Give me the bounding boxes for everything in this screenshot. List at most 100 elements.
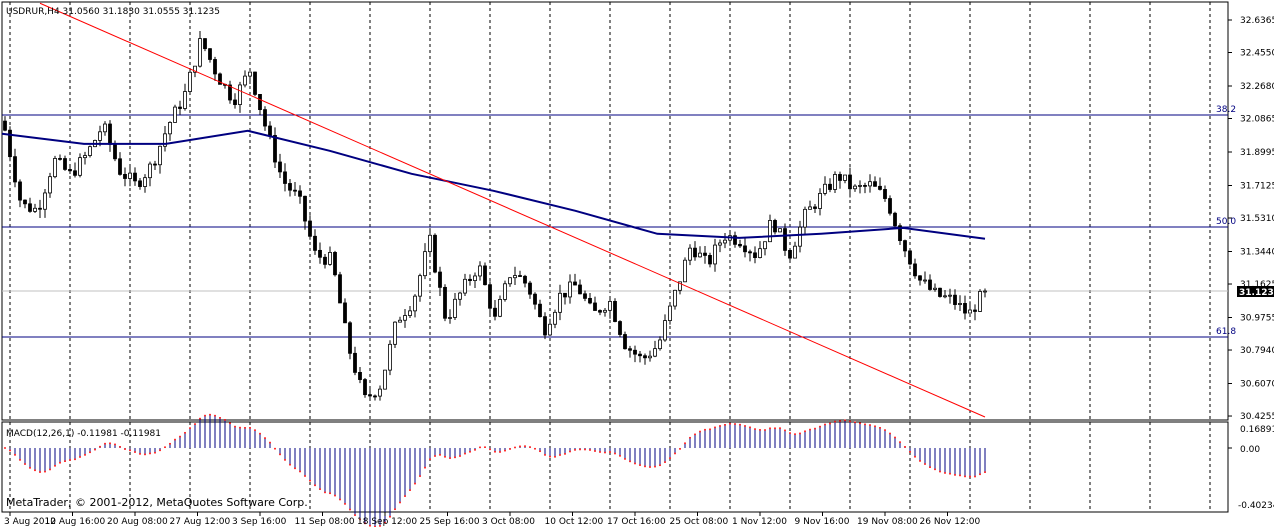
bullish-candle: [553, 311, 557, 325]
bullish-candle: [243, 75, 247, 86]
macd-signal-point: [19, 459, 21, 461]
bearish-candle: [228, 84, 232, 101]
bearish-candle: [468, 278, 472, 282]
bearish-candle: [623, 334, 627, 350]
macd-signal-point: [184, 431, 186, 434]
macd-signal-point: [104, 442, 106, 445]
macd-signal-point: [89, 451, 91, 454]
bullish-candle: [868, 181, 872, 187]
bearish-candle: [123, 173, 127, 179]
bearish-candle: [438, 271, 442, 288]
bullish-candle: [158, 145, 162, 166]
macd-signal-point: [774, 427, 776, 430]
bullish-candle: [378, 388, 382, 397]
time-tick-label: 26 Nov 12:00: [920, 517, 981, 527]
bullish-candle: [718, 242, 722, 246]
macd-signal-point: [694, 433, 696, 436]
macd-signal-point: [344, 503, 346, 505]
bullish-candle: [128, 172, 132, 179]
macd-signal-point: [244, 427, 246, 429]
macd-signal-point: [824, 423, 826, 426]
bullish-candle: [148, 163, 152, 179]
bearish-candle: [333, 252, 337, 276]
fib-level-label: 38.2: [1216, 105, 1236, 115]
bearish-candle: [443, 286, 447, 319]
macd-signal-point: [204, 414, 206, 417]
macd-signal-point: [844, 419, 846, 422]
macd-signal-point: [84, 454, 86, 456]
macd-signal-point: [109, 442, 111, 445]
macd-signal-point: [829, 422, 831, 425]
macd-signal-point: [574, 449, 576, 451]
bullish-candle: [933, 287, 937, 290]
macd-signal-point: [659, 464, 661, 467]
bearish-candle: [28, 203, 32, 212]
macd-signal-point: [274, 447, 276, 450]
bearish-candle: [138, 180, 142, 187]
price-tick-label: 31.7125: [1240, 182, 1274, 192]
bullish-candle: [423, 251, 427, 277]
macd-signal-point: [74, 458, 76, 461]
macd-signal-point: [234, 425, 236, 428]
macd-signal-point: [464, 452, 466, 455]
time-tick-label: 25 Sep 16:00: [420, 517, 480, 527]
bearish-candle: [273, 135, 277, 163]
trendline[interactable]: [39, 2, 986, 418]
bearish-candle: [708, 255, 712, 265]
macd-signal-point: [224, 419, 226, 421]
macd-signal-point: [474, 449, 476, 451]
bullish-candle: [648, 355, 652, 359]
bearish-candle: [783, 228, 787, 251]
bearish-candle: [963, 303, 967, 314]
bullish-candle: [393, 321, 397, 345]
bearish-candle: [613, 301, 617, 322]
macd-signal-point: [229, 422, 231, 425]
macd-signal-point: [489, 448, 491, 451]
macd-signal-point: [214, 414, 216, 417]
macd-signal-point: [674, 452, 676, 455]
macd-signal-point: [139, 453, 141, 455]
bullish-candle: [388, 343, 392, 371]
bullish-candle: [548, 323, 552, 336]
bearish-candle: [208, 48, 212, 60]
bearish-candle: [293, 189, 297, 192]
bullish-candle: [513, 275, 517, 279]
bullish-candle: [658, 339, 662, 350]
macd-signal-point: [894, 436, 896, 439]
current-price-marker: [1237, 286, 1274, 298]
bearish-candle: [493, 307, 497, 317]
bearish-candle: [913, 263, 917, 277]
macd-signal-point: [869, 424, 871, 426]
macd-signal-point: [124, 448, 126, 450]
bearish-candle: [538, 303, 542, 318]
macd-signal-point: [544, 454, 546, 456]
main-chart-frame: [1, 1, 1229, 421]
bearish-candle: [63, 158, 67, 170]
bearish-candle: [233, 99, 237, 105]
macd-signal-point: [119, 446, 121, 448]
price-tick-label: 30.9755: [1240, 314, 1274, 324]
bullish-candle: [678, 281, 682, 291]
bearish-candle: [588, 297, 592, 304]
macd-signal-point: [219, 417, 221, 419]
time-tick-label: 10 Oct 12:00: [545, 517, 604, 527]
macd-signal-point: [569, 450, 571, 453]
bullish-candle: [793, 245, 797, 259]
macd-signal-point: [739, 423, 741, 426]
bearish-candle: [583, 293, 587, 299]
macd-signal-point: [799, 432, 801, 435]
bullish-candle: [823, 183, 827, 194]
bearish-candle: [928, 279, 932, 290]
bearish-candle: [278, 161, 282, 173]
macd-signal-point: [814, 427, 816, 430]
macd-signal-point: [169, 442, 171, 445]
macd-signal-point: [959, 474, 961, 477]
macd-signal-point: [454, 456, 456, 459]
bullish-candle: [328, 252, 332, 265]
time-tick-label: 3 Sep 16:00: [232, 517, 287, 527]
macd-signal-point: [579, 448, 581, 451]
bullish-candle: [853, 185, 857, 190]
bullish-candle: [478, 265, 482, 277]
bearish-candle: [213, 59, 217, 75]
